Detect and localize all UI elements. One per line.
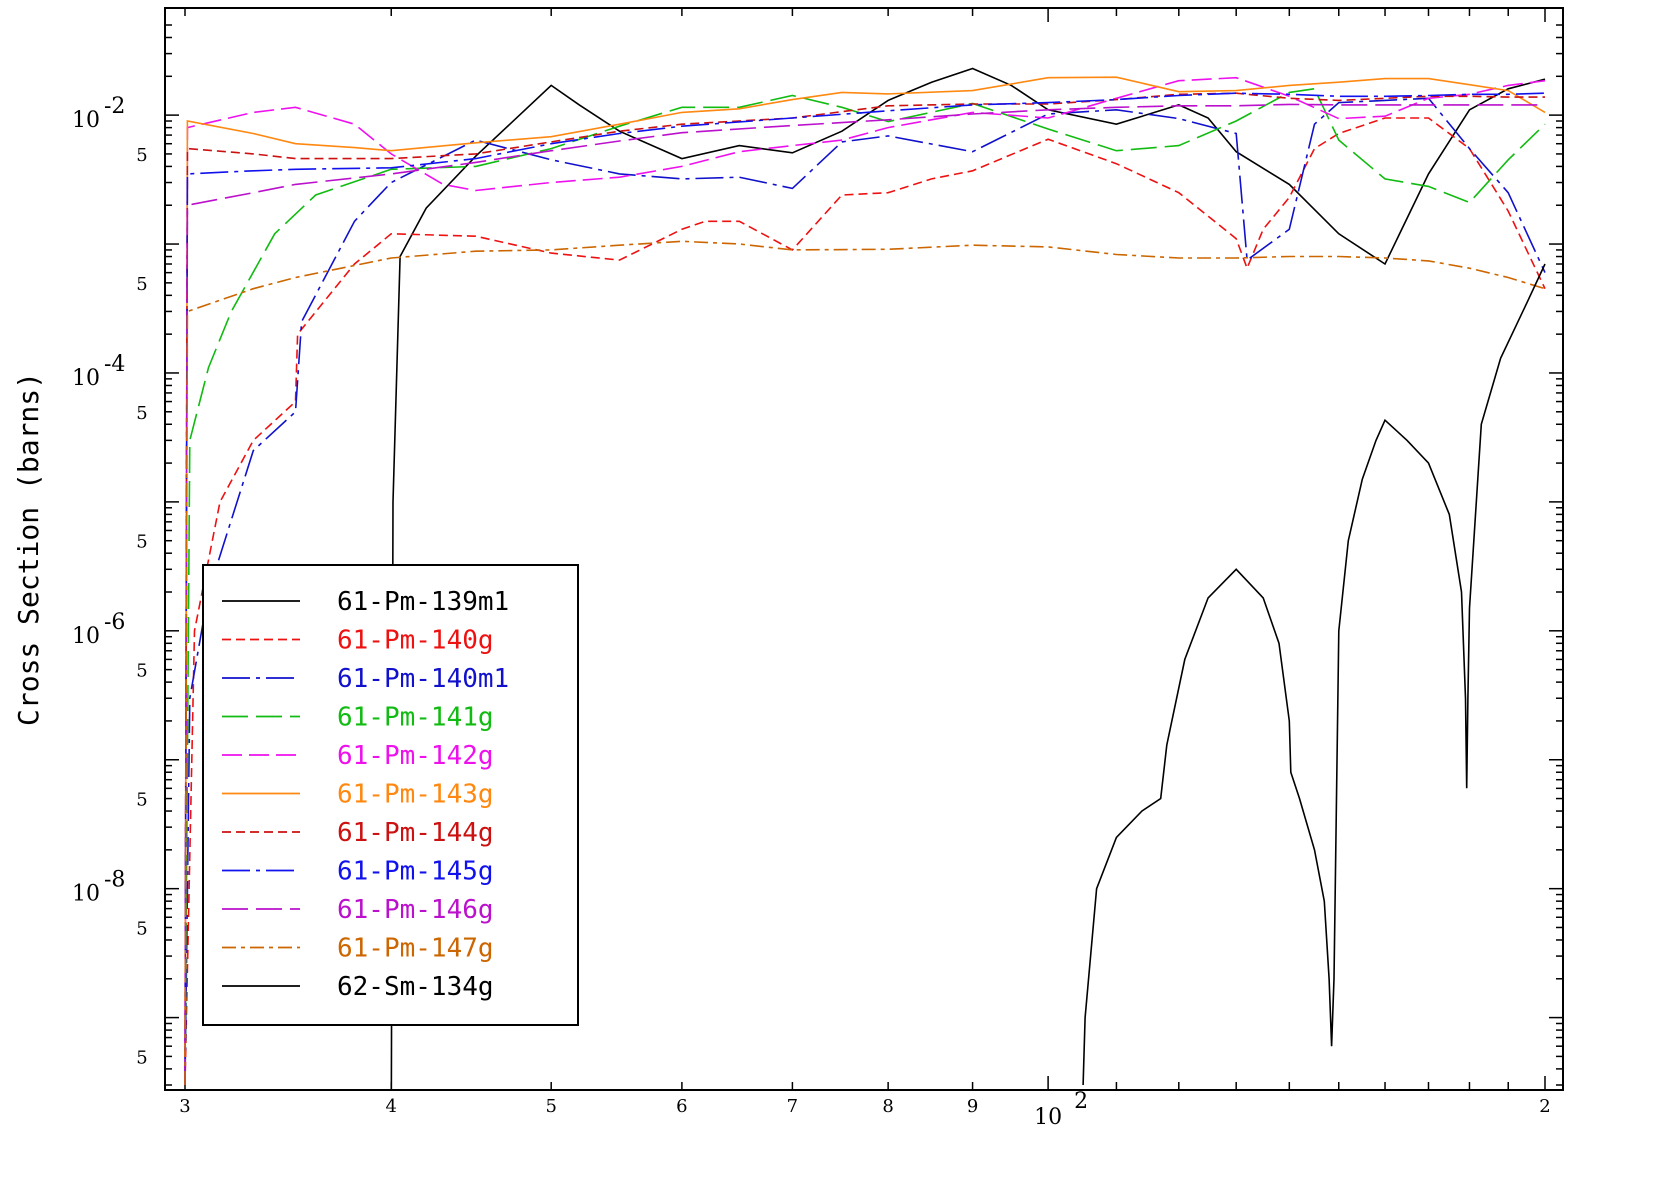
legend-entry: 61-Pm-144g bbox=[337, 818, 494, 848]
y-tick-exponent: -6 bbox=[104, 610, 125, 635]
series-line bbox=[390, 67, 1546, 1090]
series-line bbox=[184, 92, 1545, 1086]
y-tick-label: 5 bbox=[136, 145, 147, 166]
y-tick-label: 5 bbox=[136, 918, 147, 939]
legend-entry: 61-Pm-142g bbox=[337, 741, 494, 771]
series-group bbox=[184, 67, 1546, 1090]
y-tick-exponent: -4 bbox=[104, 352, 125, 377]
series-line bbox=[184, 76, 1546, 1086]
series-line bbox=[184, 92, 1546, 1086]
series-line bbox=[184, 240, 1546, 1086]
x-tick-label: 2 bbox=[1539, 1096, 1550, 1117]
y-tick-label: 5 bbox=[136, 532, 147, 553]
y-tick-label: 10 bbox=[72, 882, 100, 907]
y-tick-label: 5 bbox=[136, 1047, 147, 1068]
y-tick-label: 5 bbox=[136, 661, 147, 682]
legend-entry: 61-Pm-140m1 bbox=[337, 664, 509, 694]
y-tick-label: 10 bbox=[72, 624, 100, 649]
x-tick-label: 6 bbox=[676, 1096, 687, 1117]
y-tick-label: 5 bbox=[136, 790, 147, 811]
y-tick-label: 5 bbox=[136, 274, 147, 295]
y-tick-label: 10 bbox=[72, 366, 100, 391]
series-line bbox=[184, 103, 1545, 1086]
series-line bbox=[184, 117, 1546, 1086]
x-tick-label: 8 bbox=[882, 1096, 893, 1117]
legend-entry: 62-Sm-134g bbox=[337, 972, 494, 1002]
legend: 61-Pm-139m1 61-Pm-140g 61-Pm-140m1 61-Pm-14… bbox=[202, 564, 579, 1026]
legend-entry: 61-Pm-140g bbox=[337, 626, 494, 656]
legend-box bbox=[202, 564, 579, 1026]
y-tick-label: 5 bbox=[136, 403, 147, 424]
x-tick-label: 3 bbox=[179, 1096, 190, 1117]
y-axis-title: Cross Section (barns) bbox=[12, 372, 45, 726]
legend-entry: 61-Pm-145g bbox=[337, 857, 494, 887]
series-line bbox=[184, 87, 1546, 1086]
legend-entry: 61-Pm-141g bbox=[337, 703, 494, 733]
y-tick-label: 10 bbox=[72, 108, 100, 133]
x-tick-label: 7 bbox=[787, 1096, 798, 1117]
x-tick-labels: 3 4 5 6 7 8 9 10 2 2 bbox=[179, 1089, 1550, 1130]
y-tick-exponent: -2 bbox=[104, 94, 125, 119]
series-line bbox=[1082, 263, 1546, 1086]
legend-entry: 61-Pm-147g bbox=[337, 934, 494, 964]
minor-ticks bbox=[165, 8, 1563, 1090]
x-tick-label: 5 bbox=[545, 1096, 556, 1117]
series-line bbox=[184, 97, 1546, 1086]
x-tick-exponent: 2 bbox=[1074, 1089, 1088, 1114]
legend-entry: 61-Pm-143g bbox=[337, 780, 494, 810]
x-tick-label: 9 bbox=[967, 1096, 978, 1117]
legend-entry: 61-Pm-146g bbox=[337, 895, 494, 925]
series-line bbox=[184, 76, 1546, 1086]
x-tick-label: 10 bbox=[1034, 1105, 1062, 1130]
y-tick-exponent: -8 bbox=[104, 868, 125, 893]
x-tick-label: 4 bbox=[386, 1096, 397, 1117]
legend-entry: 61-Pm-139m1 bbox=[337, 587, 509, 617]
